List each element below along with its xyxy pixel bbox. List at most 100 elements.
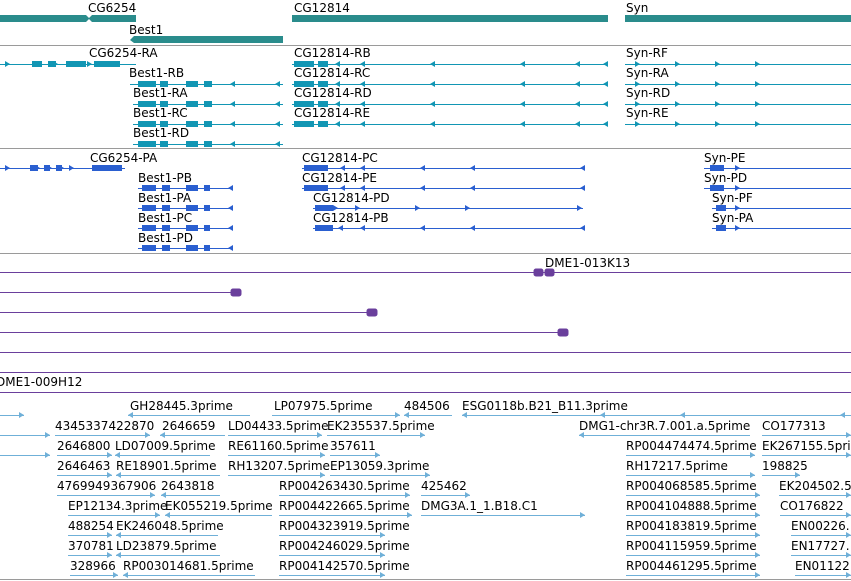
protein-track-labels: CG6254-PA CG12814-PC Syn-PE Best1-PB CG1… [90,151,754,245]
strand-arrow [575,101,580,107]
mrna-label: Syn-RD [626,86,670,100]
mrna-label: Best1-RA [133,86,188,100]
exon-block [138,101,156,107]
exon-block [160,101,168,107]
strand-arrow [755,121,760,127]
strand-arrow [275,101,280,107]
est-label: RP004323919.5prime [279,519,410,533]
mrna-label: CG12814-RB [294,46,371,60]
est-label: EP13059.3prime [330,459,429,473]
exon-block [48,61,56,67]
exon-block [204,81,212,87]
strand-arrow [275,81,280,87]
protein-label: Syn-PE [704,151,745,165]
est-label: LD04433.5prime [228,419,329,433]
strand-arrow [335,121,340,127]
protein-label: Syn-PA [712,211,754,225]
strand-arrow [420,225,425,231]
strand-arrow [320,452,325,458]
strand-arrow [380,532,385,538]
strand-arrow [230,141,235,147]
gene-bar-best1[interactable] [130,36,283,43]
est-track-lines [0,412,851,578]
strand-arrow [430,121,435,127]
exon-block [304,165,328,171]
clone-end-marker [544,268,555,277]
strand-arrow [161,492,166,498]
strand-arrow [715,101,720,107]
exon-block [186,205,198,211]
gene-bar-cg12814[interactable] [292,15,608,22]
exon-block [315,225,333,231]
est-label: RP004068585.5prime [626,479,757,493]
exon-block [186,101,198,107]
protein-label: CG12814-PC [302,151,378,165]
strand-arrow [577,205,582,211]
mrna-label: CG12814-RD [294,86,372,100]
exon-block [160,141,168,147]
exon-block [186,141,198,147]
strand-arrow [755,572,760,578]
est-label: RP003014681.5prime [123,559,254,573]
strand-arrow [846,572,851,578]
exon-block [142,205,156,211]
strand-arrow [360,61,365,67]
exon-block [162,225,170,231]
strand-arrow [603,61,608,67]
strand-arrow [360,165,365,171]
strand-arrow [69,165,74,171]
strand-arrow [755,512,760,518]
strand-arrow [580,185,585,191]
strand-arrow [520,61,525,67]
protein-label: CG12814-PD [313,191,390,205]
strand-arrow [675,101,680,107]
strand-arrow [580,512,585,518]
strand-arrow [59,165,64,171]
strand-arrow [755,61,760,67]
strand-arrow [380,552,385,558]
strand-arrow [755,532,760,538]
strand-arrow [230,101,235,107]
strand-arrow [228,185,233,191]
est-label: RP004142570.5prime [279,559,410,573]
gene-label: CG6254 [88,1,136,15]
strand-arrow [750,452,755,458]
exon-block [138,121,156,127]
exon-block [204,101,212,107]
est-label: GH28445.3prime [130,399,233,413]
est-label: RP004246029.5prime [279,539,410,553]
strand-arrow [5,165,10,171]
exon-block [716,205,726,211]
protein-label: Syn-PD [704,171,747,185]
exon-block [138,81,156,87]
exon-block [204,141,212,147]
strand-arrow [715,61,720,67]
strand-arrow [340,185,345,191]
est-label: ESG0118b.B21_B11.3prime [462,399,628,413]
strand-arrow [360,101,365,107]
gene-bar-syn[interactable] [625,15,851,22]
est-label: CO177313 [762,419,826,433]
strand-arrow [675,61,680,67]
mrna-label: CG12814-RC [294,66,370,80]
strand-arrow [600,412,605,418]
est-label: EN01122 [795,559,850,573]
est-label: DMG1-chr3R.7.001.a.5prime [579,419,750,433]
strand-arrow [333,205,338,211]
strand-arrow [395,412,400,418]
protein-label: Best1-PC [138,211,192,225]
strand-arrow [380,572,385,578]
exon-block [92,165,122,171]
est-label: LD07009.5prime [115,439,216,453]
gene-bar-cg6254[interactable] [0,15,136,22]
strand-arrow [425,472,430,478]
strand-arrow [635,81,640,87]
strand-arrow [846,452,851,458]
est-label: RE61160.5prime [228,439,329,453]
est-track-labels: GH28445.3prime LP07975.5prime 484506 ESG… [55,399,851,573]
strand-arrow [470,185,475,191]
strand-arrow [230,81,235,87]
est-label: EN17727. [791,539,850,553]
